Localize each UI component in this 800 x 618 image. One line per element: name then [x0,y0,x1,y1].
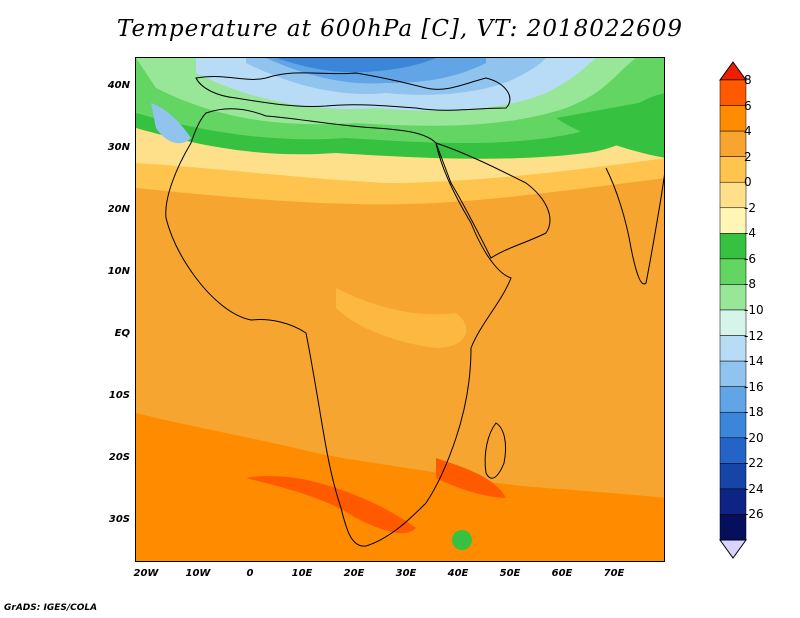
lon-tick-label: 10E [291,568,313,579]
colorbar-level-label: 4 [744,124,752,139]
colorbar-swatch [719,79,747,106]
lat-tick-label: 40N [107,80,130,91]
map-svg [136,58,664,561]
lon-tick-label: 60E [551,568,573,579]
field-tropic-patch [336,288,467,348]
madagascar-coast [484,422,507,479]
coastlines [165,72,664,547]
lat-tick-label: 30N [107,142,130,153]
colorbar-top-arrow [719,61,747,81]
lon-tick-label: 10W [185,568,211,579]
colorbar-level-label: -26 [744,507,764,522]
colorbar-swatch [719,335,747,362]
colorbar-level-label: -24 [744,481,764,496]
map-title: Temperature at 600hPa [C], VT: 201802260… [116,16,684,42]
colorbar-level-label: -6 [744,251,756,266]
field-south-hot [246,476,416,534]
colorbar-swatch [719,207,747,234]
africa-coast [165,108,512,547]
colorbar-level-label: -8 [744,277,756,292]
colorbar-swatch [719,130,747,157]
colorbar-level-label: -22 [744,456,764,471]
colorbar-swatch [719,181,747,209]
colorbar-swatch [719,233,747,260]
lon-tick-label: 20W [133,568,159,579]
footer-credit: GrADS: IGES/COLA [4,603,98,613]
europe-coast [195,72,511,111]
colorbar-svg [719,61,747,559]
arabia-coast [435,142,551,259]
lat-tick-label: 20S [108,452,130,463]
field-south-hot-2 [436,458,506,498]
india-coast [605,167,664,285]
lat-tick-label: EQ [114,328,130,339]
colorbar-bottom-arrow [719,539,747,559]
colorbar-level-label: 6 [744,98,752,113]
colorbar-level-label: -14 [744,354,764,369]
colorbar-level-label: -10 [744,303,764,317]
colorbar-swatch [719,488,747,515]
lat-tick-label: 20N [107,204,130,215]
colorbar-swatch [719,411,747,439]
colorbar-swatch [719,514,747,541]
colorbar-level-label: -18 [744,405,764,420]
lon-tick-label: 40E [447,568,469,579]
lon-tick-label: 20E [343,568,365,579]
lat-tick-label: 10N [107,266,130,277]
colorbar-level-label: 2 [744,149,752,164]
colorbar-swatch [719,386,747,413]
lat-tick-label: 30S [108,514,130,525]
colorbar-level-label: 8 [744,73,752,87]
lat-tick-label: 10S [108,390,130,401]
colorbar-level-label: -4 [744,226,756,241]
colorbar-level-label: 0 [744,175,752,190]
lon-tick-label: 30E [395,568,417,579]
colorbar-level-label: -2 [744,200,756,215]
field-south-warm [136,413,664,561]
colorbar-swatch [719,156,747,183]
lon-tick-label: 70E [603,568,625,579]
temperature-map [135,57,665,562]
field-east-green [556,98,664,158]
field-green-blob [452,530,472,550]
field-band-m18 [276,58,436,73]
colorbar-swatch [719,463,747,490]
colorbar-swatch [719,309,747,336]
colorbar-level-label: -16 [744,379,764,394]
colorbar-swatch [719,360,747,387]
lon-tick-label: 50E [499,568,521,579]
colorbar-level-label: -20 [744,430,764,445]
colorbar-swatch [719,258,747,285]
colorbar-swatch [719,437,747,464]
field-west-blob [151,103,191,144]
lon-tick-label: 0 [246,568,254,579]
colorbar-swatch [719,284,747,311]
colorbar [718,60,748,560]
colorbar-swatch [719,105,747,132]
colorbar-level-label: -12 [744,328,764,343]
